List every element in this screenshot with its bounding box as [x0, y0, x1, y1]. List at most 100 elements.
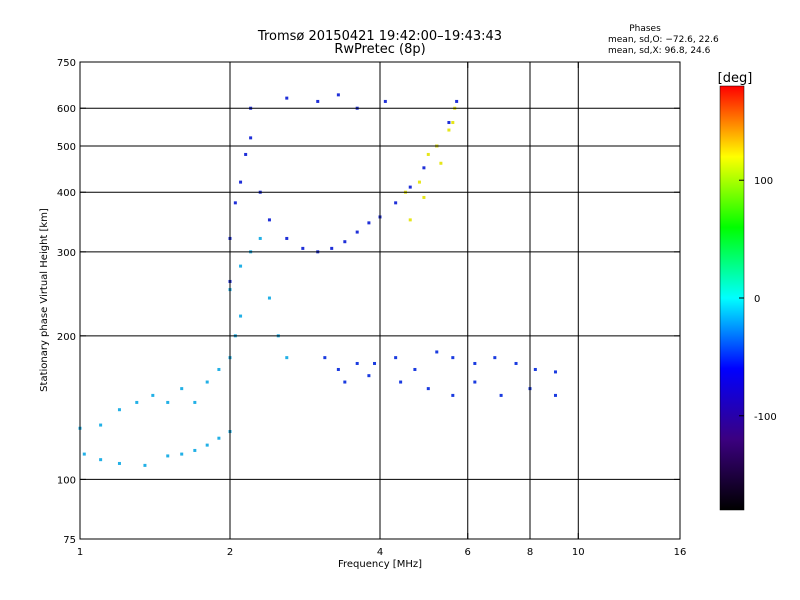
axis-ticks: 1 2 4 6 8 10 16 75 100 200 300 400 500 600 750: [57, 58, 686, 558]
x-axis-label: Frequency [MHz]: [338, 559, 422, 570]
data-point: [99, 423, 103, 427]
data-point: [166, 454, 170, 458]
y-axis-label: Stationary phase Virtual Height [km]: [39, 208, 50, 392]
chart-title: Tromsø 20150421 19:42:00–19:43:43: [257, 29, 502, 44]
data-point: [394, 356, 398, 360]
data-point: [343, 240, 347, 244]
y-tick-label: 500: [57, 142, 76, 153]
data-point: [343, 380, 347, 384]
data-point: [473, 380, 477, 384]
data-point: [514, 361, 518, 365]
data-point: [249, 136, 253, 140]
data-point: [533, 367, 537, 371]
x-tick-label: 2: [227, 547, 233, 558]
data-point: [451, 121, 455, 125]
data-point: [99, 458, 103, 462]
data-point: [180, 387, 184, 391]
colorbar-label: [deg]: [718, 71, 753, 86]
colorbar-tick-label: 0: [754, 294, 760, 305]
stats-heading: Phases: [629, 24, 661, 34]
data-point: [205, 443, 209, 447]
data-point: [285, 96, 289, 100]
data-point: [413, 367, 417, 371]
data-point: [285, 236, 289, 240]
data-point: [553, 393, 557, 397]
x-tick-label: 10: [572, 547, 585, 558]
data-point: [426, 387, 430, 391]
y-tick-label: 400: [57, 188, 76, 199]
data-point: [499, 393, 503, 397]
data-point: [447, 121, 451, 125]
data-point: [383, 99, 387, 103]
data-point: [258, 236, 262, 240]
data-point: [151, 393, 155, 397]
data-point: [117, 461, 121, 465]
data-point: [217, 367, 221, 371]
data-point: [166, 400, 170, 404]
data-point: [426, 152, 430, 156]
scatter-points-layer: [78, 93, 557, 467]
y-tick-label: 200: [57, 332, 76, 343]
y-tick-label: 600: [57, 104, 76, 115]
grid-lines: [80, 62, 680, 539]
data-point: [217, 436, 221, 440]
data-point: [323, 356, 327, 360]
data-point: [143, 463, 147, 467]
data-point: [336, 93, 340, 97]
data-point: [233, 201, 237, 205]
colorbar-tick-label: 100: [754, 176, 773, 187]
data-point: [330, 246, 334, 250]
data-point: [447, 128, 451, 132]
data-point: [316, 99, 320, 103]
data-point: [493, 356, 497, 360]
data-point: [355, 230, 359, 234]
data-point: [417, 180, 421, 184]
data-point: [267, 218, 271, 222]
data-point: [422, 166, 426, 170]
data-point: [244, 152, 248, 156]
y-tick-label: 300: [57, 248, 76, 259]
data-point: [267, 296, 271, 300]
data-point: [367, 221, 371, 225]
data-point: [180, 452, 184, 456]
data-point: [451, 393, 455, 397]
stats-line-x: mean, sd,X: 96.8, 24.6: [608, 46, 711, 56]
data-point: [439, 161, 443, 165]
data-point: [451, 356, 455, 360]
data-point: [301, 246, 305, 250]
data-point: [473, 361, 477, 365]
data-point: [336, 367, 340, 371]
x-tick-label: 4: [377, 547, 383, 558]
data-point: [193, 400, 197, 404]
x-tick-label: 8: [527, 547, 533, 558]
colorbar-tick-label: -100: [754, 412, 777, 423]
data-point: [373, 361, 377, 365]
data-point: [82, 452, 86, 456]
data-point: [408, 218, 412, 222]
chart-subtitle: RwPretec (8p): [334, 42, 425, 57]
x-tick-label: 16: [674, 547, 687, 558]
data-point: [135, 400, 139, 404]
data-point: [239, 180, 243, 184]
data-point: [117, 408, 121, 412]
x-tick-label: 6: [465, 547, 471, 558]
stats-line-o: mean, sd,O: −72.6, 22.6: [608, 35, 719, 45]
x-tick-label: 1: [77, 547, 83, 558]
data-point: [285, 356, 289, 360]
data-point: [553, 370, 557, 374]
y-tick-label: 100: [57, 475, 76, 486]
y-tick-label: 75: [63, 535, 76, 546]
data-point: [408, 185, 412, 189]
data-point: [205, 380, 209, 384]
data-point: [399, 380, 403, 384]
data-point: [239, 314, 243, 318]
data-point: [422, 195, 426, 199]
data-point: [367, 374, 371, 378]
y-tick-label: 750: [57, 58, 76, 69]
data-point: [355, 361, 359, 365]
data-point: [193, 448, 197, 452]
data-point: [455, 99, 459, 103]
data-point: [394, 201, 398, 205]
data-point: [435, 350, 439, 354]
